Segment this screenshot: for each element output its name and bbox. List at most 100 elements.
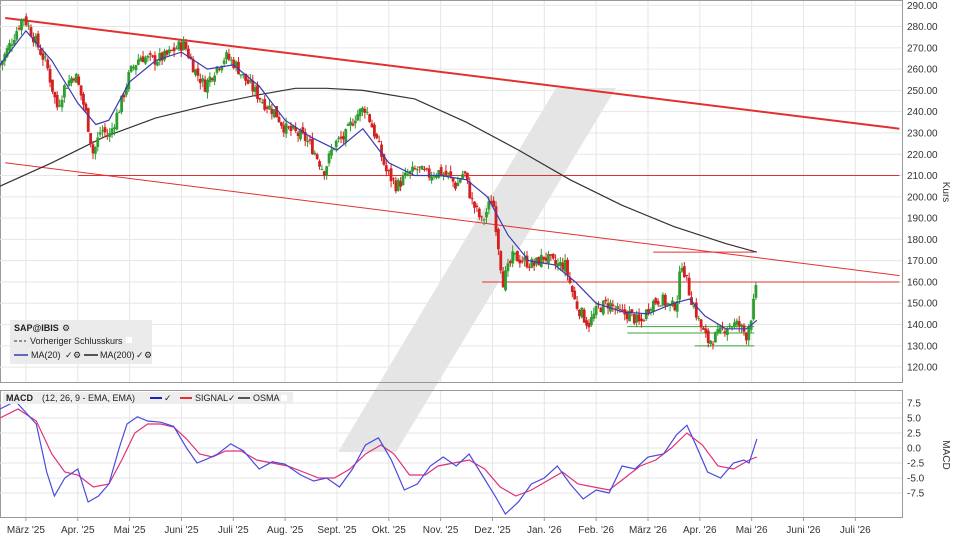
- candle: [547, 250, 550, 270]
- candle-body: [51, 79, 54, 92]
- candle-body: [713, 332, 717, 343]
- legend-ma20-check-icon[interactable]: ✓: [65, 350, 73, 360]
- candle: [575, 295, 579, 311]
- candle-body: [206, 80, 209, 93]
- candle: [461, 170, 465, 180]
- candle: [358, 108, 362, 122]
- candle-body: [110, 128, 114, 134]
- candle-body: [194, 69, 197, 75]
- candle-body: [725, 328, 729, 336]
- candle-body: [427, 168, 431, 178]
- candle: [494, 201, 498, 237]
- candle-body: [101, 130, 104, 132]
- candle: [222, 57, 226, 68]
- legend-ma200-check-icon[interactable]: ✓: [136, 350, 144, 360]
- candle: [232, 56, 236, 70]
- candle: [67, 74, 71, 87]
- candle-body: [175, 48, 178, 50]
- candle: [718, 324, 722, 335]
- candle-body: [737, 321, 741, 326]
- legend-ma200-gear-icon[interactable]: ⚙: [144, 350, 152, 360]
- candle: [706, 328, 710, 348]
- candle: [346, 122, 350, 127]
- candle-body: [191, 59, 195, 73]
- macd-y-tick-label: -5.0: [907, 474, 925, 485]
- macd-legend-osma: OSMA: [253, 393, 280, 403]
- candle-body: [518, 259, 522, 264]
- candle: [651, 299, 655, 316]
- candle: [620, 304, 624, 312]
- candle-body: [542, 256, 546, 260]
- candle-body: [272, 109, 276, 118]
- candle-body: [539, 254, 543, 267]
- candle-body: [294, 127, 298, 131]
- candle-body: [723, 331, 727, 334]
- macd-line: [0, 400, 758, 515]
- legend-ma20-gear-icon[interactable]: ⚙: [73, 350, 81, 360]
- candle-body: [253, 87, 257, 92]
- candle: [485, 208, 488, 224]
- legend-prev-close-checkbox[interactable]: [126, 337, 132, 343]
- candle-body: [568, 277, 572, 283]
- candle-body: [234, 61, 238, 67]
- candle: [430, 171, 434, 184]
- candle: [51, 79, 54, 94]
- candle-body: [494, 206, 498, 233]
- candle: [306, 135, 310, 148]
- candle: [351, 118, 355, 127]
- candle: [375, 132, 379, 140]
- ma20-line: [0, 29, 758, 330]
- candle: [721, 321, 724, 331]
- candle: [380, 140, 383, 162]
- legend-symbol-icon[interactable]: ⚙: [62, 323, 70, 333]
- candle-body: [516, 251, 519, 262]
- candle-body: [279, 122, 283, 126]
- candle: [518, 254, 522, 268]
- candle: [349, 117, 352, 132]
- macd-grid: [0, 391, 902, 517]
- candle: [113, 124, 116, 136]
- candle: [146, 54, 150, 62]
- candle: [520, 256, 524, 264]
- candle: [465, 172, 469, 185]
- signal-check-icon[interactable]: ✓: [228, 393, 236, 403]
- candle-body: [105, 135, 109, 137]
- candle: [241, 73, 245, 79]
- candle: [217, 67, 221, 72]
- candle: [675, 295, 679, 318]
- candle: [265, 105, 269, 114]
- candle-body: [361, 107, 364, 113]
- candle: [434, 172, 438, 180]
- candle: [151, 54, 155, 58]
- osma-checkbox[interactable]: [281, 395, 287, 401]
- candle: [578, 308, 581, 320]
- candle-body: [310, 138, 314, 155]
- candle-body: [570, 286, 574, 292]
- price-y-tick-label: 130.00: [907, 341, 938, 352]
- candle-body: [41, 53, 45, 60]
- candle: [165, 49, 169, 58]
- price-y-tick-label: 200.00: [907, 192, 938, 203]
- candle-body: [740, 324, 744, 327]
- candle: [368, 113, 372, 124]
- macd-check-icon[interactable]: ✓: [164, 393, 172, 403]
- candle-body: [341, 136, 345, 140]
- ma200-series: [0, 87, 758, 253]
- candle: [194, 68, 197, 77]
- candle: [744, 331, 748, 345]
- candle: [597, 301, 600, 309]
- candle: [15, 26, 19, 42]
- candle-body: [415, 169, 419, 171]
- macd-legend-title: MACD: [6, 393, 33, 403]
- candle-body: [594, 306, 598, 315]
- candle-body: [566, 259, 569, 276]
- candle-body: [368, 114, 372, 122]
- candle-body: [89, 133, 93, 144]
- candle-body: [432, 176, 436, 178]
- candle: [501, 266, 505, 288]
- candle-body: [213, 75, 217, 82]
- candle: [370, 119, 374, 128]
- candle: [599, 306, 603, 313]
- candle: [74, 72, 78, 83]
